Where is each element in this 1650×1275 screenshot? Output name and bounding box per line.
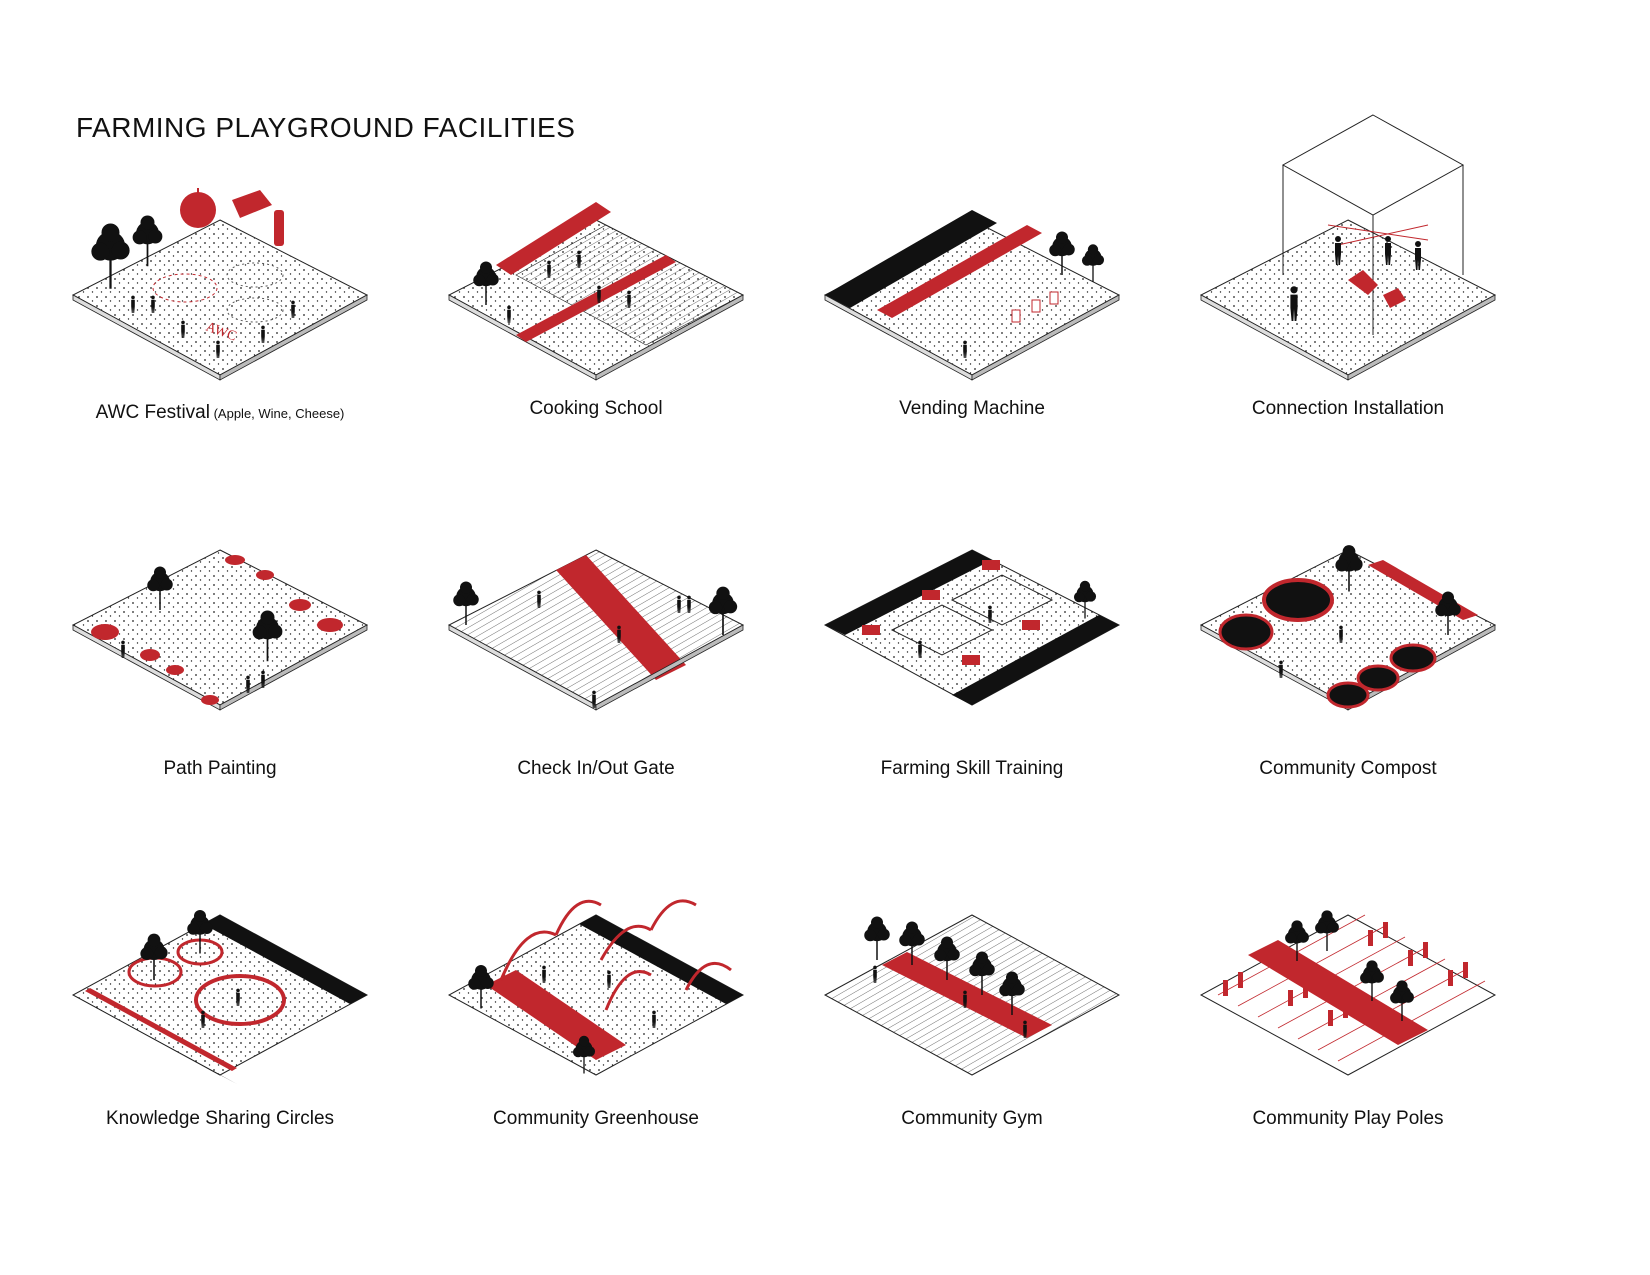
- facility-community-compost: Community Compost: [1178, 520, 1518, 820]
- facility-label: Check In/Out Gate: [517, 758, 675, 779]
- facility-label: Community Play Poles: [1252, 1108, 1444, 1129]
- facility-label: Community Compost: [1259, 758, 1437, 779]
- facility-label: Cooking School: [529, 398, 663, 419]
- facility-label: Farming Skill Training: [880, 758, 1064, 779]
- sharing-circles-icon: [71, 910, 369, 1084]
- vending-machine-icon: [823, 210, 1121, 381]
- cooking-school-icon: [447, 202, 745, 381]
- gate-icon: [447, 549, 745, 711]
- facility-label: Connection Installation: [1251, 398, 1445, 419]
- training-icon: [823, 549, 1121, 706]
- facility-play-poles: Community Play Poles: [1178, 870, 1518, 1170]
- play-poles-icon: [1199, 910, 1497, 1076]
- facility-awc-festival: AWC AWC Festival (Apple, Wine, Cheese): [50, 160, 390, 460]
- facility-farming-training: Farming Skill Training: [802, 520, 1142, 820]
- gym-icon: [823, 914, 1121, 1076]
- facility-path-painting: Path Painting: [50, 520, 390, 820]
- path-painting-icon: [71, 549, 369, 711]
- facility-label: Vending Machine: [899, 398, 1045, 419]
- facility-label: Community Greenhouse: [493, 1108, 699, 1129]
- facility-community-greenhouse: Community Greenhouse: [426, 870, 766, 1170]
- facility-label-suffix: (Apple, Wine, Cheese): [209, 406, 345, 421]
- facility-community-gym: Community Gym: [802, 870, 1142, 1170]
- facility-label: Community Gym: [901, 1108, 1043, 1129]
- greenhouse-icon: [447, 899, 745, 1076]
- connection-installation-icon: [1199, 114, 1497, 381]
- facility-check-gate: Check In/Out Gate: [426, 520, 766, 820]
- facility-label: Knowledge Sharing Circles: [105, 1108, 335, 1129]
- compost-icon: [1199, 545, 1497, 711]
- facility-label: AWC Festival: [95, 402, 210, 423]
- facility-cooking-school: Cooking School: [426, 160, 766, 460]
- facility-knowledge-circles: Knowledge Sharing Circles: [50, 870, 390, 1170]
- facility-vending-machine: Vending Machine: [802, 160, 1142, 460]
- festival-icon: AWC: [71, 188, 369, 381]
- facility-connection-installation: Connection Installation: [1178, 114, 1518, 460]
- page-title: FARMING PLAYGROUND FACILITIES: [76, 112, 576, 143]
- facility-label: Path Painting: [163, 758, 277, 779]
